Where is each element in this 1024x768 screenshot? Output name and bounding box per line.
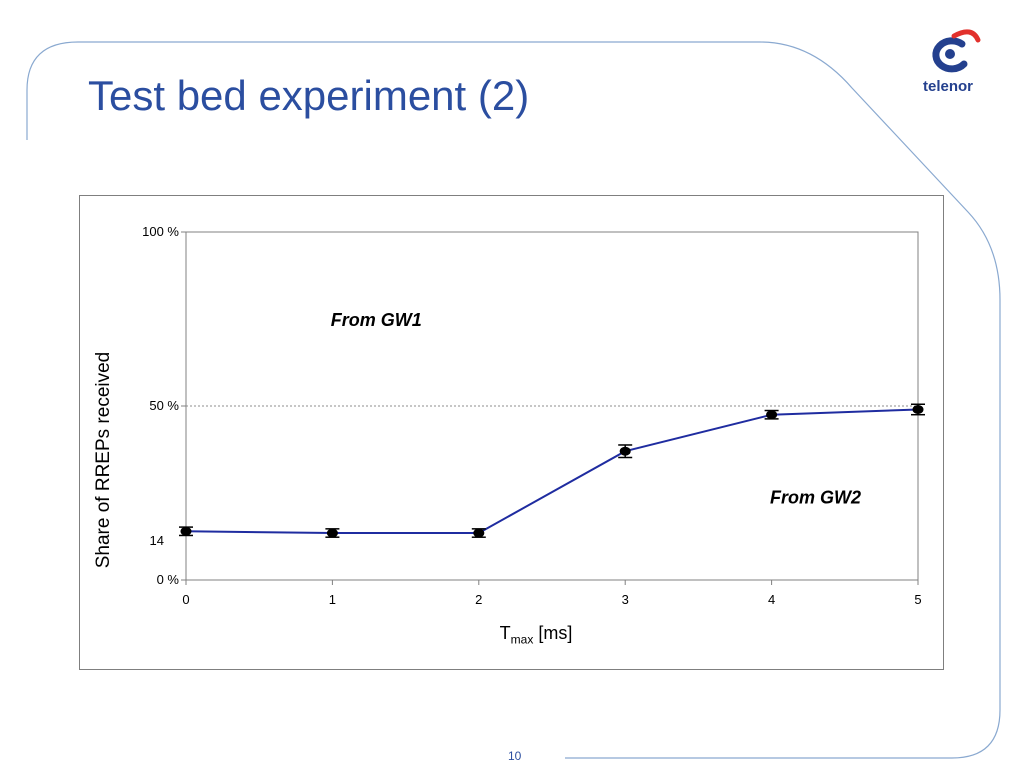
y-tick-label: 0 % xyxy=(157,572,180,587)
chart-annotation: 14 xyxy=(149,533,163,548)
chart-container xyxy=(79,195,944,670)
data-point xyxy=(180,526,192,536)
page-number: 10 xyxy=(508,749,522,763)
series-line xyxy=(185,408,919,534)
slide-title: Test bed experiment (2) xyxy=(88,72,530,119)
x-tick-label: 0 xyxy=(182,592,189,607)
slide-frame-line xyxy=(26,41,1001,759)
y-axis-label: Share of RREPs received xyxy=(93,351,114,569)
chart-annotation: From GW1 xyxy=(331,310,422,330)
logo-wordmark: telenor xyxy=(922,78,973,95)
x-tick-label: 4 xyxy=(768,592,775,607)
y-tick-label: 50 % xyxy=(149,398,179,413)
x-tick-label: 1 xyxy=(329,592,336,607)
x-tick-label: 2 xyxy=(475,592,482,607)
telenor-logo-icon xyxy=(932,29,981,73)
telenor-logo: telenor xyxy=(912,24,984,96)
x-axis-label-main: T xyxy=(499,623,511,643)
chart-annotation: From GW2 xyxy=(770,487,861,507)
data-point xyxy=(766,410,778,420)
data-point xyxy=(912,404,924,414)
x-axis-label-unit: [ms] xyxy=(538,623,573,643)
x-tick-label: 5 xyxy=(914,592,921,607)
x-axis-label: Tmax [ms] xyxy=(500,623,573,647)
data-point xyxy=(326,528,338,538)
data-point xyxy=(619,446,631,456)
y-tick-label: 100 % xyxy=(142,224,179,239)
x-tick-label: 3 xyxy=(622,592,629,607)
data-point xyxy=(473,528,485,538)
x-axis-label-sub: max xyxy=(510,632,534,647)
